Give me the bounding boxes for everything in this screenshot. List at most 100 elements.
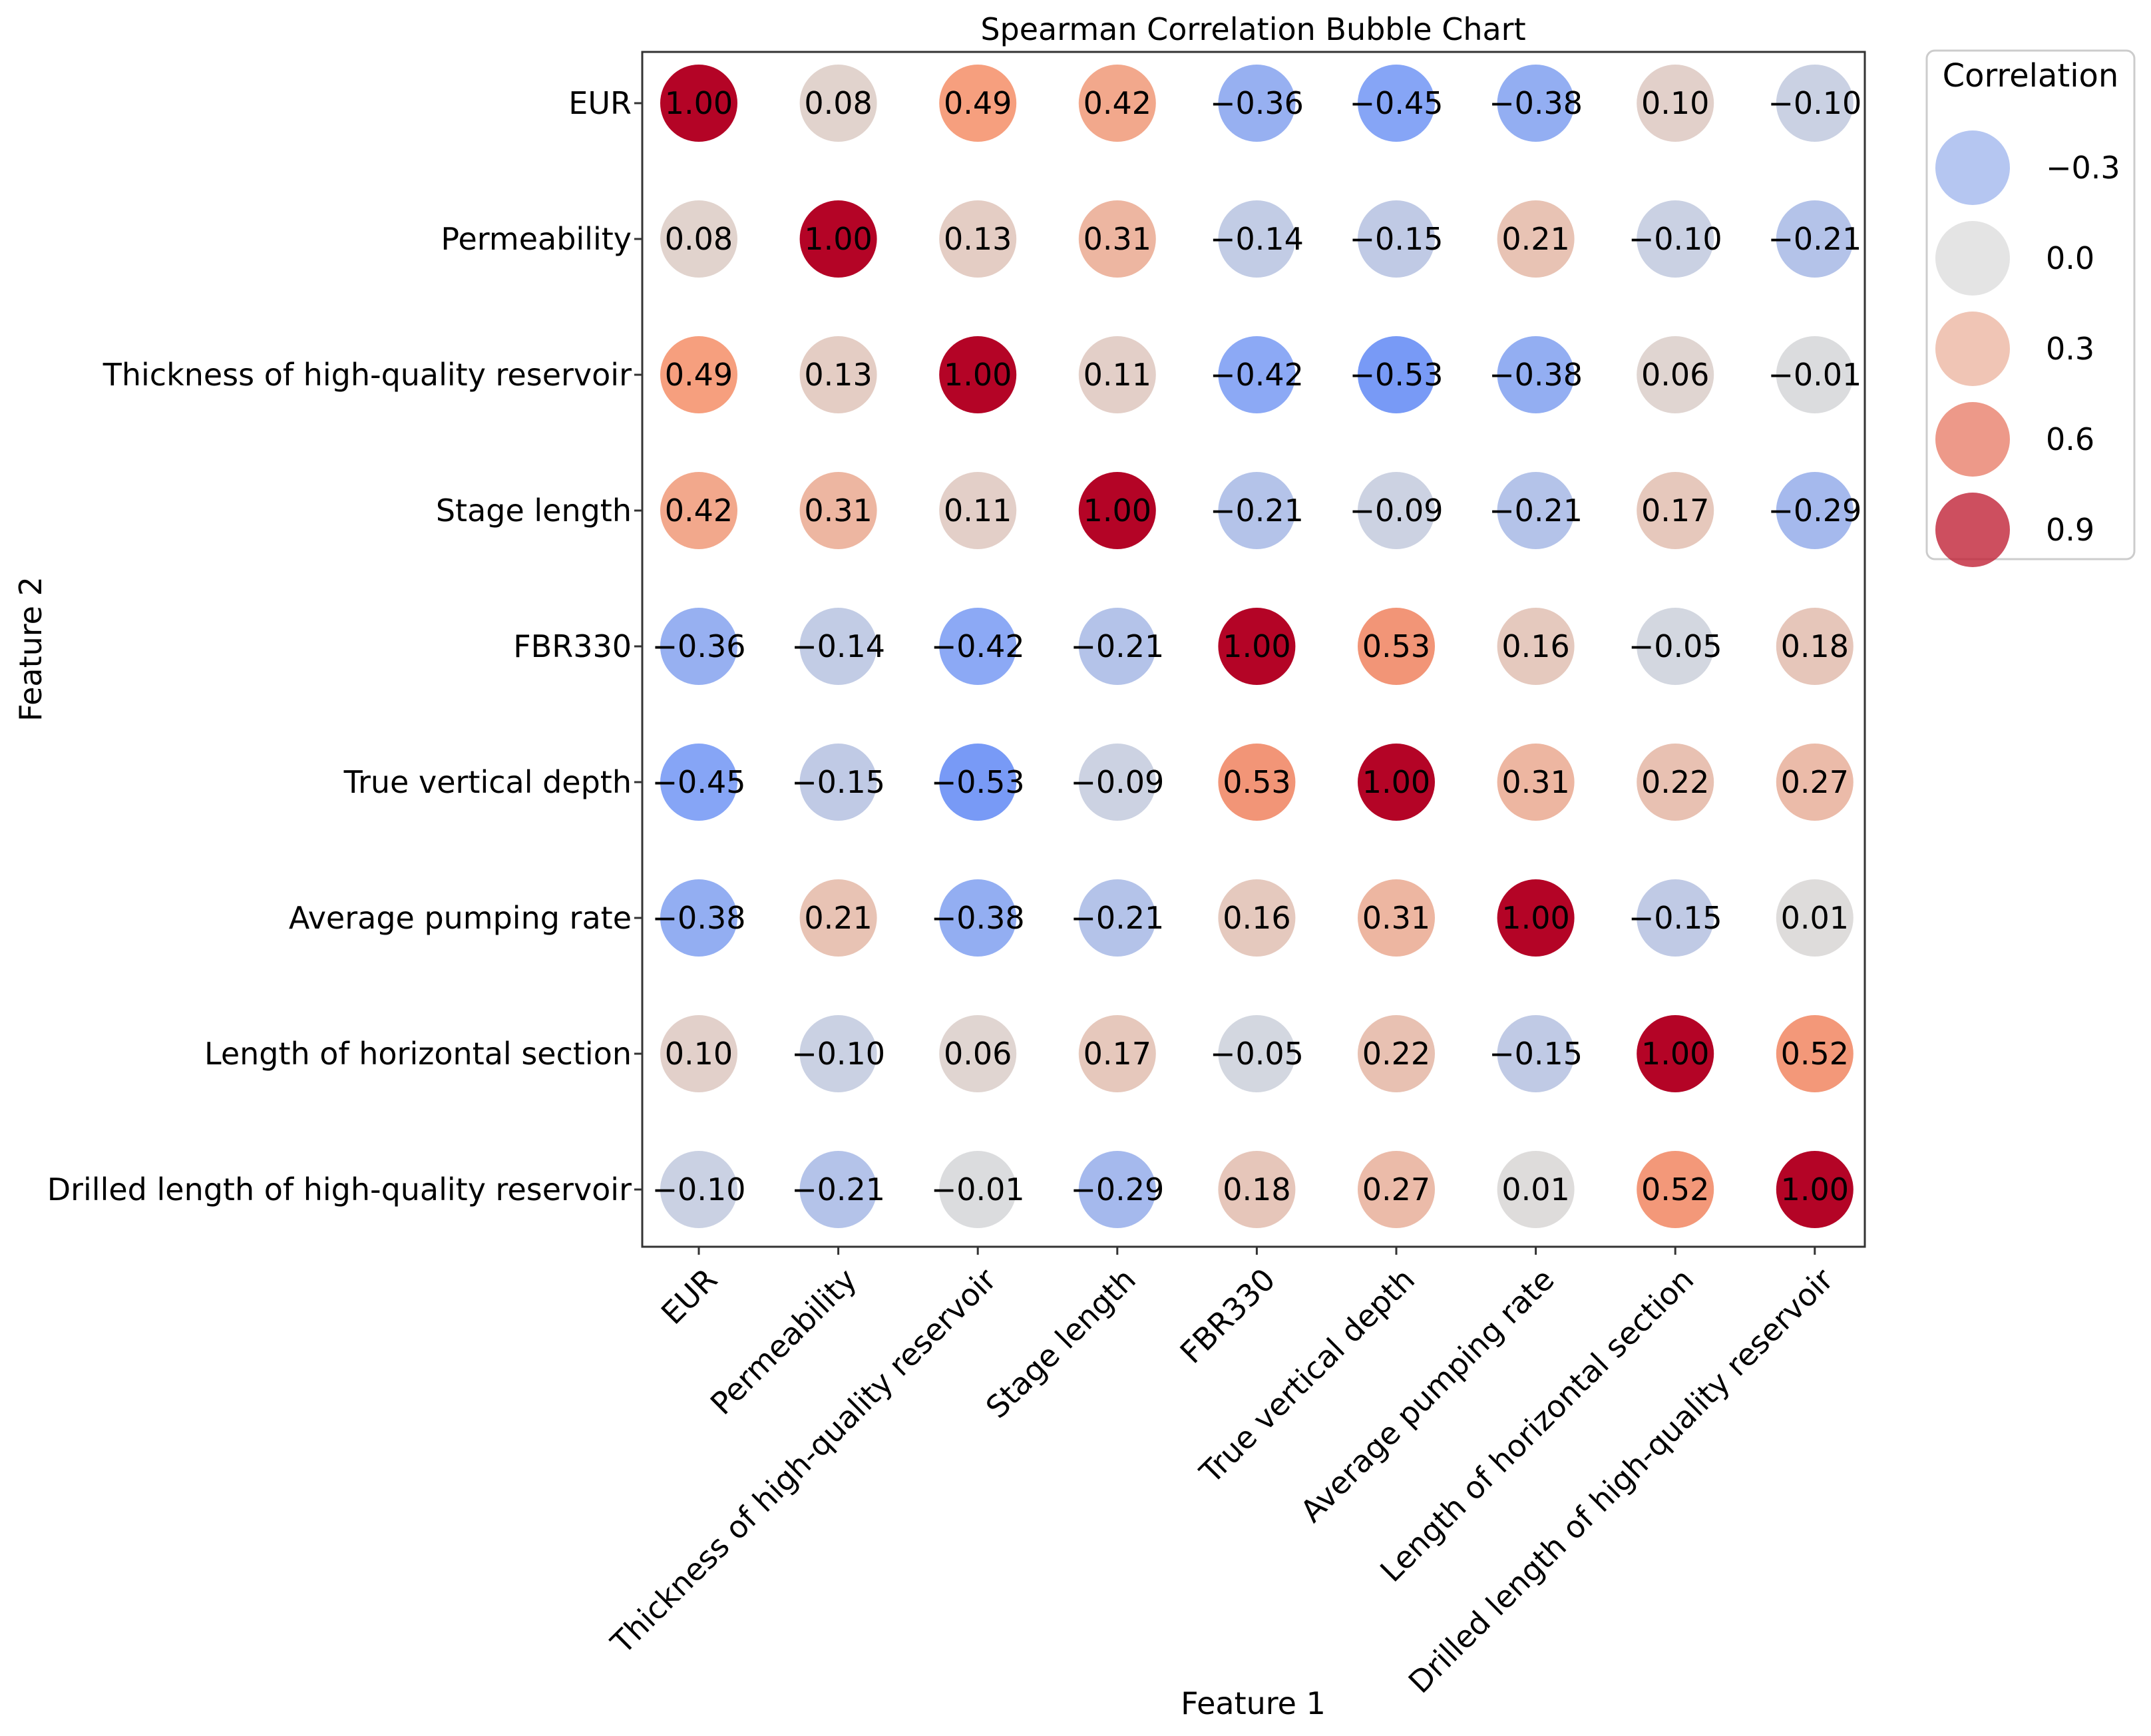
bubble-value-label: 0.21 — [804, 900, 872, 936]
bubble — [1497, 608, 1575, 685]
bubble — [939, 1151, 1017, 1228]
bubble — [1637, 879, 1714, 957]
bubble-value-label: 0.52 — [1641, 1172, 1709, 1207]
bubble — [939, 879, 1017, 957]
bubble — [1497, 65, 1575, 142]
y-tick-label: EUR — [568, 85, 632, 121]
legend-swatch — [1935, 312, 2010, 386]
bubble-value-label: −0.36 — [1210, 85, 1304, 121]
bubble-value-label: 0.10 — [1641, 85, 1709, 121]
bubble-value-label: 0.11 — [1083, 357, 1151, 393]
bubble — [1637, 608, 1714, 685]
bubble — [1358, 1151, 1435, 1228]
bubble — [1358, 608, 1435, 685]
bubble-value-label: 0.01 — [1781, 900, 1849, 936]
bubble-value-label: 1.00 — [1223, 628, 1290, 664]
bubble-value-label: −0.42 — [1210, 357, 1304, 393]
bubble-value-label: −0.53 — [1350, 357, 1444, 393]
legend-swatch — [1935, 221, 2010, 296]
bubble-value-label: 0.06 — [1641, 357, 1709, 393]
legend-title: Correlation — [1943, 57, 2119, 95]
bubble-value-label: 0.18 — [1781, 628, 1849, 664]
bubble-value-label: −0.21 — [791, 1172, 885, 1207]
bubble — [660, 200, 737, 278]
bubble-value-label: −0.10 — [652, 1172, 746, 1207]
bubble — [939, 336, 1017, 413]
bubble — [1218, 65, 1296, 142]
bubble-value-label: −0.01 — [931, 1172, 1025, 1207]
bubble — [1497, 879, 1575, 957]
bubble-value-label: −0.10 — [1768, 85, 1861, 121]
bubble — [939, 472, 1017, 549]
bubble-value-label: −0.10 — [1629, 221, 1722, 257]
bubble-value-label: 0.42 — [665, 493, 733, 529]
bubble — [660, 65, 737, 142]
bubble — [1637, 472, 1714, 549]
bubble — [799, 1015, 877, 1092]
y-tick-label: Stage length — [436, 493, 632, 529]
bubble — [660, 879, 737, 957]
bubble — [1358, 1015, 1435, 1092]
bubble — [939, 608, 1017, 685]
bubble — [1218, 336, 1296, 413]
bubble-value-label: 0.01 — [1501, 1172, 1569, 1207]
bubble-value-label: −0.14 — [791, 628, 885, 664]
bubble-value-label: 0.17 — [1641, 493, 1709, 529]
bubble — [1358, 65, 1435, 142]
bubble-value-label: 0.27 — [1781, 764, 1849, 800]
bubble-value-label: 0.53 — [1223, 764, 1290, 800]
bubble — [1637, 1015, 1714, 1092]
bubble — [1776, 200, 1854, 278]
bubble-value-label: −0.42 — [931, 628, 1025, 664]
bubble — [1497, 1015, 1575, 1092]
bubble — [1776, 1151, 1854, 1228]
bubble — [660, 472, 737, 549]
bubble — [1218, 608, 1296, 685]
bubble — [1218, 472, 1296, 549]
bubble-value-label: 0.13 — [944, 221, 1012, 257]
bubble-value-label: 0.21 — [1501, 221, 1569, 257]
y-tick-label: Thickness of high-quality reservoir — [102, 357, 632, 393]
y-tick-label: FBR330 — [513, 628, 632, 664]
bubble-value-label: −0.15 — [1489, 1036, 1583, 1072]
bubble — [1358, 744, 1435, 821]
bubble-value-label: 0.18 — [1223, 1172, 1290, 1207]
bubble — [1637, 65, 1714, 142]
bubble — [799, 336, 877, 413]
bubble-value-label: −0.05 — [1210, 1036, 1304, 1072]
bubble — [939, 200, 1017, 278]
x-axis-label: Feature 1 — [1181, 1685, 1326, 1721]
bubble — [660, 1015, 737, 1092]
legend: Correlation −0.3 0.0 0.3 0.6 0.9 — [1925, 49, 2136, 567]
bubble-value-label: −0.29 — [1070, 1172, 1164, 1207]
y-tick-label: Average pumping rate — [289, 900, 632, 936]
bubble — [799, 879, 877, 957]
bubble-value-label: 0.10 — [665, 1036, 733, 1072]
bubble-value-label: −0.15 — [791, 764, 885, 800]
bubble-value-label: −0.45 — [652, 764, 746, 800]
bubble-value-label: −0.21 — [1489, 493, 1583, 529]
bubble-value-label: 0.13 — [804, 357, 872, 393]
bubble — [1078, 1015, 1156, 1092]
bubble-value-label: 0.22 — [1641, 764, 1709, 800]
bubble-value-label: 0.06 — [944, 1036, 1012, 1072]
bubble-value-label: 0.17 — [1083, 1036, 1151, 1072]
bubble-value-label: 1.00 — [1781, 1172, 1849, 1207]
bubble-value-label: 0.31 — [1362, 900, 1430, 936]
bubble-value-label: 0.31 — [804, 493, 872, 529]
legend-label: −0.3 — [2046, 150, 2120, 186]
bubble — [939, 744, 1017, 821]
bubble — [660, 336, 737, 413]
bubble — [799, 608, 877, 685]
bubble — [1497, 472, 1575, 549]
bubble — [939, 65, 1017, 142]
y-tick-label: Length of horizontal section — [204, 1036, 632, 1072]
legend-label: 0.0 — [2046, 240, 2094, 276]
bubble — [1497, 336, 1575, 413]
bubble-value-label: −0.45 — [1350, 85, 1444, 121]
bubble-value-label: −0.15 — [1629, 900, 1722, 936]
bubble-value-label: 0.27 — [1362, 1172, 1430, 1207]
bubble-value-label: −0.09 — [1350, 493, 1444, 529]
